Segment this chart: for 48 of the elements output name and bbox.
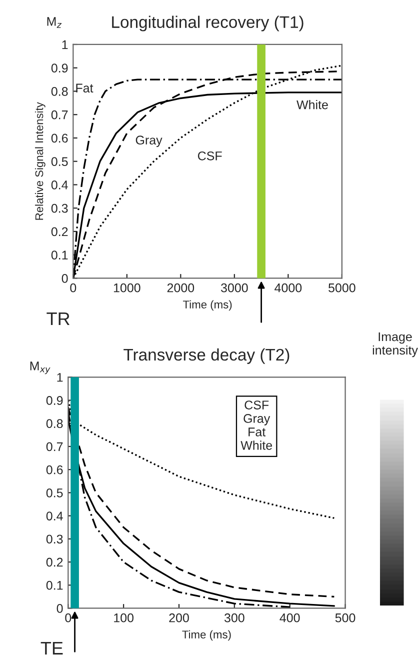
- x-tick-label: 1000: [114, 283, 140, 292]
- x-tick-label: 3000: [220, 283, 248, 292]
- x-tick-label: 5000: [328, 283, 356, 292]
- y-tick-label: 0.9: [46, 396, 63, 405]
- x-tick-label: 100: [114, 613, 134, 622]
- y-tick-label: 0: [62, 274, 68, 283]
- y-tick-label: 0.3: [51, 204, 68, 213]
- series-label: CSF: [198, 151, 222, 160]
- y-tick-label: 0.4: [51, 180, 68, 190]
- text: Image intensity: [372, 332, 418, 358]
- series-label: Fat: [76, 84, 94, 93]
- text: M$_{z}$: [47, 17, 62, 28]
- chart-title: Longitudinal recovery (T1): [112, 16, 304, 32]
- text: TE: [40, 642, 63, 654]
- y-tick-label: 0.8: [46, 419, 63, 428]
- x-tick-label: 300: [224, 613, 244, 622]
- x-tick-label: 500: [335, 613, 356, 622]
- y-tick-label: 0.6: [46, 465, 63, 474]
- y-tick-label: 0.9: [51, 64, 68, 73]
- y-tick-label: 0: [56, 604, 63, 613]
- chart-title: Transverse decay (T2): [124, 348, 290, 364]
- y-tick-label: 1: [62, 40, 68, 50]
- y-tick-label: 0.5: [51, 157, 68, 166]
- text: TR: [46, 312, 70, 325]
- y-tick-label: 0.5: [46, 488, 63, 498]
- y-tick-label: 1: [57, 373, 63, 382]
- x-tick-label: 0: [70, 283, 76, 292]
- x-axis-title: Time (ms): [182, 630, 231, 641]
- text: M$_{xy}$: [30, 362, 50, 374]
- y-tick-label: 0.2: [51, 227, 68, 236]
- y-tick-label: 0.6: [51, 134, 68, 143]
- y-tick-label: 0.1: [46, 580, 63, 590]
- x-axis-title: Time (ms): [183, 300, 232, 311]
- y-axis-title: Relative Signal Intensity: [35, 102, 46, 220]
- x-tick-label: 4000: [274, 283, 302, 292]
- y-tick-label: 0.4: [46, 512, 63, 520]
- y-tick-label: 0.7: [46, 442, 63, 452]
- y-tick-label: 0.2: [46, 558, 63, 567]
- annotation: CSF Gray Fat White: [240, 400, 272, 450]
- y-tick-label: 0.7: [51, 110, 68, 120]
- series-label: White: [296, 100, 328, 110]
- y-tick-label: 0.8: [51, 87, 68, 96]
- x-tick-label: 200: [169, 613, 189, 622]
- y-tick-label: 0.1: [51, 250, 68, 260]
- y-tick-label: 0.3: [46, 534, 63, 544]
- x-tick-label: 400: [280, 613, 300, 622]
- series-label: Gray: [136, 136, 162, 148]
- x-tick-label: 2000: [167, 283, 194, 292]
